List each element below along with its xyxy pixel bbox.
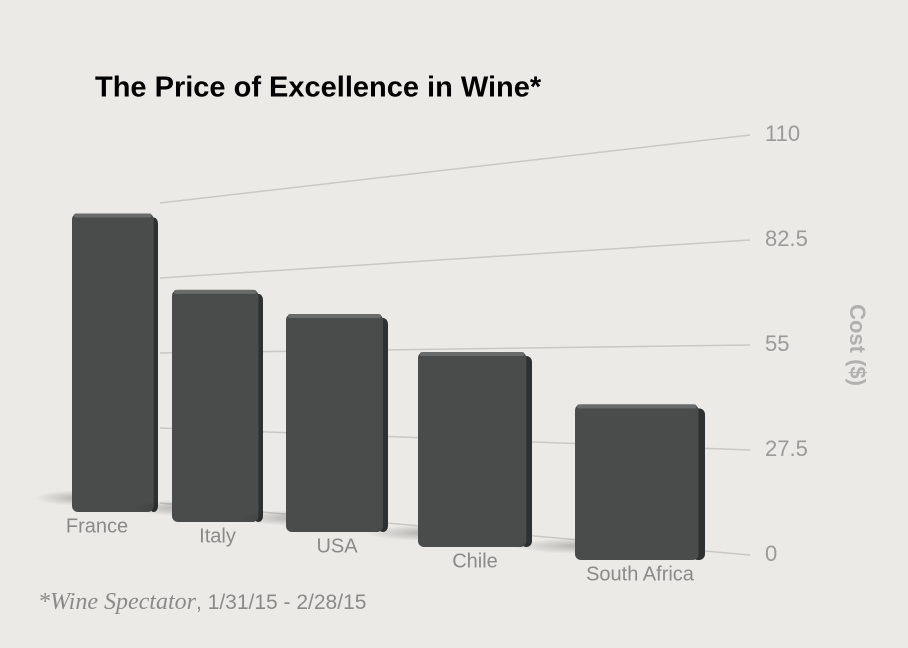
bar bbox=[418, 352, 527, 547]
footnote: *Wine Spectator, 1/31/15 - 2/28/15 bbox=[38, 589, 366, 615]
bar-top bbox=[74, 213, 152, 218]
x-tick-label: Chile bbox=[452, 550, 498, 572]
x-tick-label: South Africa bbox=[586, 563, 695, 585]
bar-top bbox=[288, 313, 381, 318]
bar-top bbox=[174, 289, 257, 294]
y-tick-label: 27.5 bbox=[765, 436, 808, 461]
chart-title: The Price of Excellence in Wine* bbox=[95, 72, 542, 104]
bar bbox=[72, 213, 154, 512]
y-axis-label: Cost ($) bbox=[845, 304, 870, 386]
y-tick-label: 0 bbox=[765, 541, 777, 566]
bar bbox=[172, 289, 259, 522]
x-tick-label: USA bbox=[316, 535, 358, 557]
y-tick-label: 55 bbox=[765, 331, 789, 356]
bar bbox=[286, 313, 383, 532]
grid-line bbox=[159, 134, 751, 204]
y-tick-label: 110 bbox=[765, 121, 800, 146]
grid-line bbox=[159, 239, 751, 279]
bars: France Italy USA Chile South Africa bbox=[34, 213, 705, 585]
x-tick-label: Italy bbox=[199, 525, 236, 547]
x-tick-label: France bbox=[66, 515, 128, 537]
footnote-source: *Wine Spectator bbox=[38, 589, 197, 615]
bar bbox=[575, 404, 699, 560]
y-tick-label: 82.5 bbox=[765, 226, 808, 251]
footnote-dates: , 1/31/15 - 2/28/15 bbox=[196, 591, 366, 614]
bar-top bbox=[577, 404, 697, 409]
bar-top bbox=[420, 352, 525, 357]
